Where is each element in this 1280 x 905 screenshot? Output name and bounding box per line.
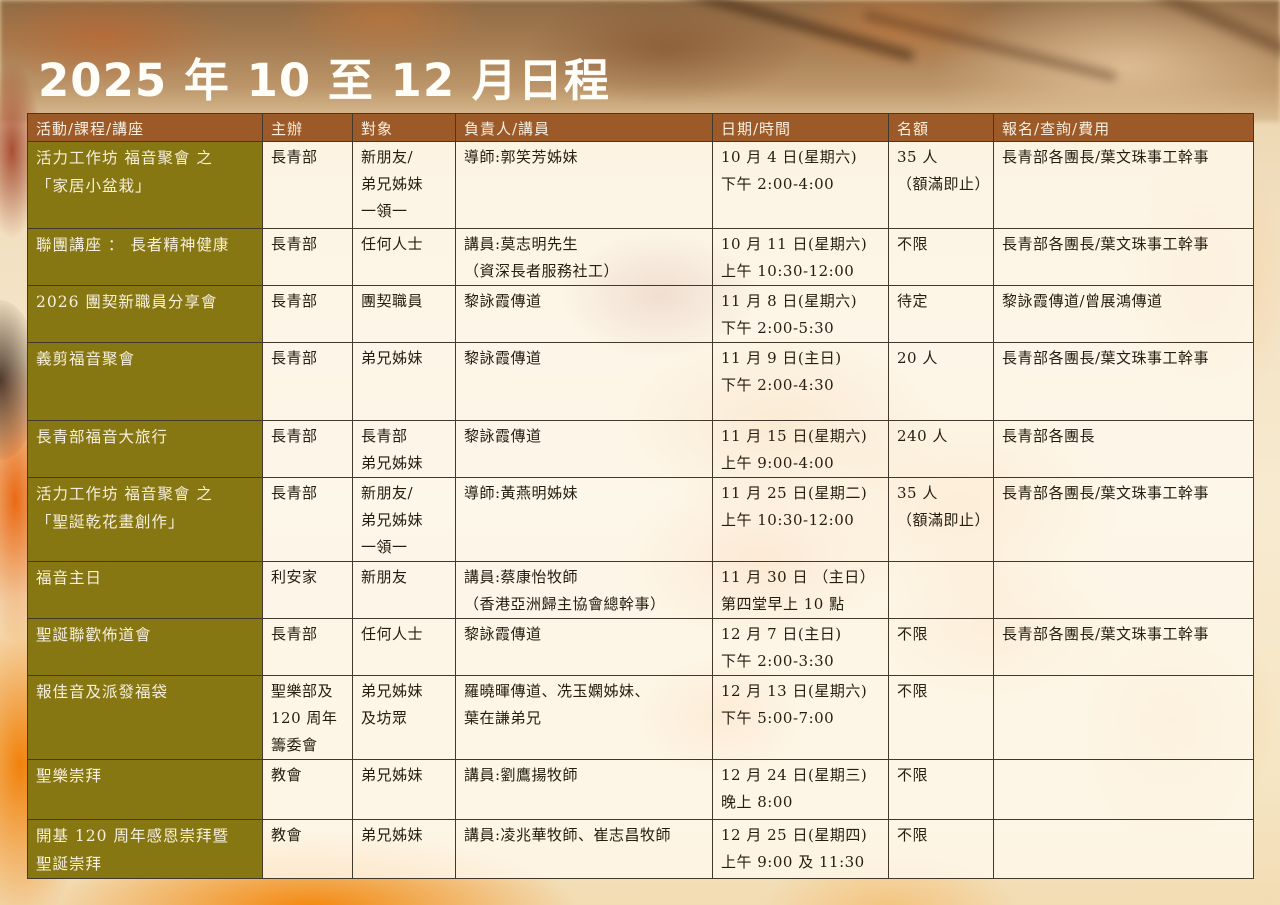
cell-quota: 不限 bbox=[888, 675, 994, 760]
cell-activity: 聖樂崇拜 bbox=[27, 759, 263, 820]
cell-quota: 20 人 bbox=[888, 342, 994, 421]
cell-leader: 導師:黃燕明姊妹 bbox=[455, 477, 713, 562]
cell-organizer: 長青部 bbox=[262, 141, 353, 229]
schedule-table: 活動/課程/講座 主辦 對象 負責人/講員 日期/時間 名額 報名/查詢/費用 … bbox=[27, 113, 1254, 879]
cell-organizer: 長青部 bbox=[262, 477, 353, 562]
cell-target: 團契職員 bbox=[352, 285, 456, 343]
table-row: 活力工作坊 福音聚會 之 「家居小盆栽」 長青部 新朋友/ 弟兄姊妹 一領一 導… bbox=[27, 141, 1254, 229]
cell-activity: 活力工作坊 福音聚會 之 「家居小盆栽」 bbox=[27, 141, 263, 229]
cell-organizer: 利安家 bbox=[262, 561, 353, 619]
cell-registration: 長青部各團長/葉文珠事工幹事 bbox=[993, 618, 1254, 676]
cell-target: 長青部 弟兄姊妹 bbox=[352, 420, 456, 478]
cell-registration bbox=[993, 561, 1254, 619]
cell-target: 新朋友/ 弟兄姊妹 一領一 bbox=[352, 477, 456, 562]
cell-registration: 長青部各團長/葉文珠事工幹事 bbox=[993, 141, 1254, 229]
cell-quota: 不限 bbox=[888, 759, 994, 820]
cell-target: 新朋友/ 弟兄姊妹 一領一 bbox=[352, 141, 456, 229]
cell-activity: 開基 120 周年感恩崇拜暨 聖誕崇拜 bbox=[27, 819, 263, 879]
cell-activity: 義剪福音聚會 bbox=[27, 342, 263, 421]
cell-target: 任何人士 bbox=[352, 228, 456, 286]
cell-datetime: 11 月 8 日(星期六) 下午 2:00-5:30 bbox=[712, 285, 889, 343]
table-row: 2026 團契新職員分享會 長青部 團契職員 黎詠霞傳道 11 月 8 日(星期… bbox=[27, 285, 1254, 343]
cell-datetime: 11 月 15 日(星期六) 上午 9:00-4:00 bbox=[712, 420, 889, 478]
table-row: 福音主日 利安家 新朋友 講員:蔡康怡牧師 （香港亞洲歸主協會總幹事） 11 月… bbox=[27, 561, 1254, 619]
cell-datetime: 12 月 7 日(主日) 下午 2:00-3:30 bbox=[712, 618, 889, 676]
table-row: 長青部福音大旅行 長青部 長青部 弟兄姊妹 黎詠霞傳道 11 月 15 日(星期… bbox=[27, 420, 1254, 478]
cell-registration: 長青部各團長/葉文珠事工幹事 bbox=[993, 228, 1254, 286]
header-registration: 報名/查詢/費用 bbox=[993, 113, 1254, 142]
table-row: 聖誕聯歡佈道會 長青部 任何人士 黎詠霞傳道 12 月 7 日(主日) 下午 2… bbox=[27, 618, 1254, 676]
cell-leader: 羅曉暉傳道、冼玉嫻姊妹、 葉在謙弟兄 bbox=[455, 675, 713, 760]
cell-datetime: 11 月 9 日(主日) 下午 2:00-4:30 bbox=[712, 342, 889, 421]
cell-leader: 講員:蔡康怡牧師 （香港亞洲歸主協會總幹事） bbox=[455, 561, 713, 619]
cell-quota: 待定 bbox=[888, 285, 994, 343]
cell-activity: 聯團講座 ： 長者精神健康 bbox=[27, 228, 263, 286]
table-row: 義剪福音聚會 長青部 弟兄姊妹 黎詠霞傳道 11 月 9 日(主日) 下午 2:… bbox=[27, 342, 1254, 421]
header-quota: 名額 bbox=[888, 113, 994, 142]
cell-leader: 講員:莫志明先生 （資深長者服務社工） bbox=[455, 228, 713, 286]
table-row: 聖樂崇拜 教會 弟兄姊妹 講員:劉鷹揚牧師 12 月 24 日(星期三) 晚上 … bbox=[27, 759, 1254, 820]
cell-quota: 35 人 （額滿即止） bbox=[888, 477, 994, 562]
cell-activity: 2026 團契新職員分享會 bbox=[27, 285, 263, 343]
cell-quota: 240 人 bbox=[888, 420, 994, 478]
header-target: 對象 bbox=[352, 113, 456, 142]
cell-target: 弟兄姊妹 bbox=[352, 759, 456, 820]
table-header-row: 活動/課程/講座 主辦 對象 負責人/講員 日期/時間 名額 報名/查詢/費用 bbox=[27, 113, 1254, 142]
cell-organizer: 長青部 bbox=[262, 285, 353, 343]
cell-leader: 黎詠霞傳道 bbox=[455, 420, 713, 478]
cell-activity: 報佳音及派發福袋 bbox=[27, 675, 263, 760]
table-row: 報佳音及派發福袋 聖樂部及 120 周年 籌委會 弟兄姊妹 及坊眾 羅曉暉傳道、… bbox=[27, 675, 1254, 760]
cell-datetime: 10 月 4 日(星期六) 下午 2:00-4:00 bbox=[712, 141, 889, 229]
cell-activity: 長青部福音大旅行 bbox=[27, 420, 263, 478]
cell-target: 弟兄姊妹 bbox=[352, 342, 456, 421]
cell-organizer: 聖樂部及 120 周年 籌委會 bbox=[262, 675, 353, 760]
cell-activity: 福音主日 bbox=[27, 561, 263, 619]
cell-registration: 長青部各團長/葉文珠事工幹事 bbox=[993, 342, 1254, 421]
cell-leader: 講員:劉鷹揚牧師 bbox=[455, 759, 713, 820]
cell-leader: 導師:郭笑芳姊妹 bbox=[455, 141, 713, 229]
cell-organizer: 教會 bbox=[262, 819, 353, 879]
cell-registration: 長青部各團長/葉文珠事工幹事 bbox=[993, 477, 1254, 562]
page-title: 2025 年 10 至 12 月日程 bbox=[38, 54, 610, 107]
cell-datetime: 10 月 11 日(星期六) 上午 10:30-12:00 bbox=[712, 228, 889, 286]
cell-datetime: 11 月 25 日(星期二) 上午 10:30-12:00 bbox=[712, 477, 889, 562]
cell-registration bbox=[993, 759, 1254, 820]
cell-datetime: 11 月 30 日 （主日） 第四堂早上 10 點 bbox=[712, 561, 889, 619]
cell-leader: 黎詠霞傳道 bbox=[455, 342, 713, 421]
cell-quota: 35 人 （額滿即止） bbox=[888, 141, 994, 229]
table-row: 開基 120 周年感恩崇拜暨 聖誕崇拜 教會 弟兄姊妹 講員:凌兆華牧師、崔志昌… bbox=[27, 819, 1254, 879]
cell-leader: 講員:凌兆華牧師、崔志昌牧師 bbox=[455, 819, 713, 879]
cell-target: 弟兄姊妹 bbox=[352, 819, 456, 879]
cell-organizer: 教會 bbox=[262, 759, 353, 820]
header-activity: 活動/課程/講座 bbox=[27, 113, 263, 142]
cell-datetime: 12 月 13 日(星期六) 下午 5:00-7:00 bbox=[712, 675, 889, 760]
cell-quota bbox=[888, 561, 994, 619]
cell-target: 任何人士 bbox=[352, 618, 456, 676]
header-datetime: 日期/時間 bbox=[712, 113, 889, 142]
cell-quota: 不限 bbox=[888, 618, 994, 676]
cell-organizer: 長青部 bbox=[262, 420, 353, 478]
cell-registration bbox=[993, 675, 1254, 760]
header-leader: 負責人/講員 bbox=[455, 113, 713, 142]
cell-datetime: 12 月 24 日(星期三) 晚上 8:00 bbox=[712, 759, 889, 820]
table-row: 聯團講座 ： 長者精神健康 長青部 任何人士 講員:莫志明先生 （資深長者服務社… bbox=[27, 228, 1254, 286]
cell-activity: 聖誕聯歡佈道會 bbox=[27, 618, 263, 676]
cell-quota: 不限 bbox=[888, 228, 994, 286]
cell-datetime: 12 月 25 日(星期四) 上午 9:00 及 11:30 bbox=[712, 819, 889, 879]
cell-activity: 活力工作坊 福音聚會 之 「聖誕乾花畫創作」 bbox=[27, 477, 263, 562]
cell-registration: 黎詠霞傳道/曾展鴻傳道 bbox=[993, 285, 1254, 343]
cell-leader: 黎詠霞傳道 bbox=[455, 618, 713, 676]
header-organizer: 主辦 bbox=[262, 113, 353, 142]
cell-target: 弟兄姊妹 及坊眾 bbox=[352, 675, 456, 760]
cell-quota: 不限 bbox=[888, 819, 994, 879]
cell-target: 新朋友 bbox=[352, 561, 456, 619]
table-row: 活力工作坊 福音聚會 之 「聖誕乾花畫創作」 長青部 新朋友/ 弟兄姊妹 一領一… bbox=[27, 477, 1254, 562]
cell-registration bbox=[993, 819, 1254, 879]
cell-leader: 黎詠霞傳道 bbox=[455, 285, 713, 343]
cell-organizer: 長青部 bbox=[262, 342, 353, 421]
cell-organizer: 長青部 bbox=[262, 228, 353, 286]
cell-registration: 長青部各團長 bbox=[993, 420, 1254, 478]
cell-organizer: 長青部 bbox=[262, 618, 353, 676]
